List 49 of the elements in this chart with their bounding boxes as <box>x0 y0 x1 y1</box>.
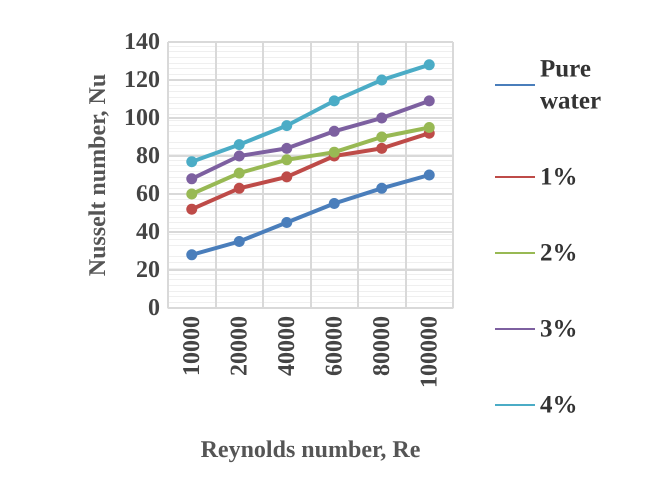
point <box>186 173 198 184</box>
point <box>376 74 388 86</box>
point <box>186 249 198 260</box>
point <box>328 126 340 137</box>
legend-label: 1% <box>540 164 578 190</box>
point <box>328 95 340 106</box>
point <box>281 217 292 228</box>
point <box>424 95 435 106</box>
point <box>281 142 292 154</box>
y-tick-label: 60 <box>136 181 160 207</box>
point <box>234 139 245 150</box>
y-tick-label: 0 <box>148 295 160 321</box>
point <box>281 120 292 132</box>
point <box>186 188 198 200</box>
x-tick-label: 80000 <box>368 316 395 376</box>
point <box>234 182 245 194</box>
y-tick-label: 20 <box>136 257 160 283</box>
legend-label: Pure water <box>540 56 602 114</box>
point <box>424 122 435 133</box>
point <box>328 198 340 209</box>
point <box>186 156 198 168</box>
point <box>376 182 388 194</box>
point <box>186 204 198 215</box>
point <box>328 146 340 158</box>
point <box>376 112 388 124</box>
point <box>376 132 388 142</box>
legend-label: 4% <box>540 392 578 418</box>
point <box>424 170 435 180</box>
point <box>281 171 292 182</box>
x-tick-label: 60000 <box>321 316 348 376</box>
point <box>424 59 435 70</box>
x-tick-label: 20000 <box>226 316 252 376</box>
legend-label: 3% <box>540 316 578 342</box>
point <box>376 142 388 154</box>
x-axis-title: Reynolds number, Re <box>200 437 421 463</box>
point <box>281 154 292 166</box>
y-tick-label: 140 <box>124 29 160 55</box>
point <box>234 150 245 162</box>
point <box>234 236 245 247</box>
y-axis-title: Nusselt number, Nu <box>85 74 111 276</box>
y-tick-label: 100 <box>124 105 160 131</box>
point <box>234 168 245 179</box>
x-tick-label: 40000 <box>274 316 300 376</box>
y-tick-label: 40 <box>136 219 160 245</box>
y-tick-label: 120 <box>124 67 160 93</box>
x-tick-label: 10000 <box>178 316 205 376</box>
y-tick-label: 80 <box>136 143 160 169</box>
legend-label: 2% <box>540 240 578 266</box>
x-tick-label: 100000 <box>416 316 442 388</box>
